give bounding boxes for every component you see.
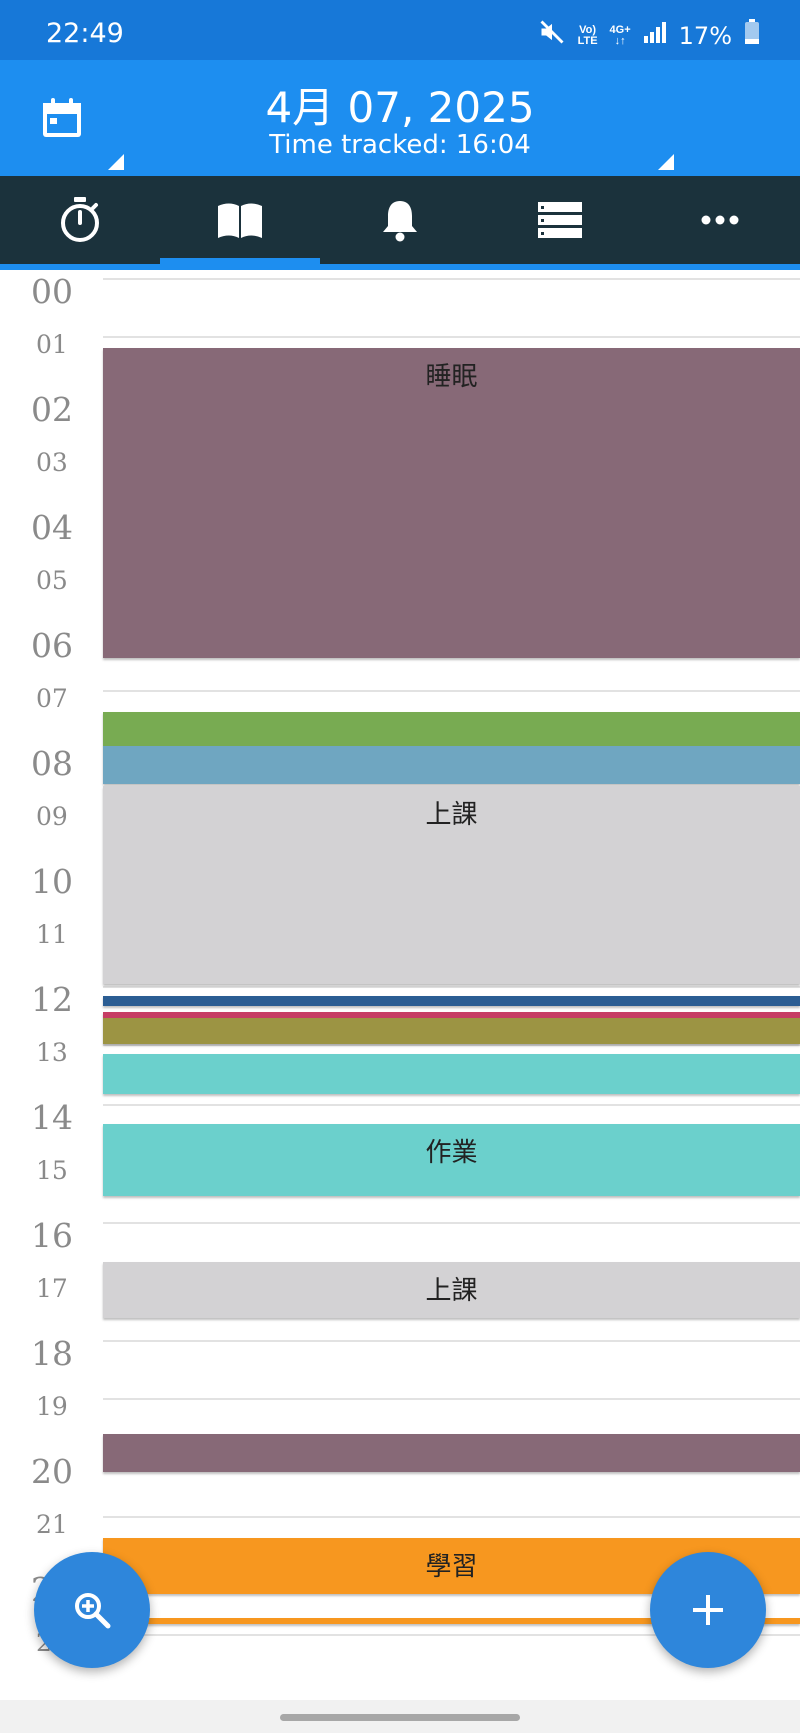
zoom-in-icon (75, 1593, 111, 1629)
status-icons: Vo) LTE 4G+ ↓↑ 17% (538, 18, 760, 53)
bell-icon (383, 201, 417, 242)
network-type: 4G+ ↓↑ (609, 23, 631, 47)
hour-label: 09 (36, 802, 68, 831)
hour-label: 03 (36, 448, 68, 477)
status-time: 22:49 (46, 18, 124, 49)
plus-icon (693, 1595, 723, 1625)
hour-label: 21 (36, 1510, 68, 1539)
gridline (103, 336, 800, 338)
tab-stopwatch[interactable] (0, 176, 160, 264)
signal-icon (643, 21, 667, 50)
status-bar: 22:49 Vo) LTE 4G+ ↓↑ 17% (0, 0, 800, 60)
battery-percent: 17% (678, 21, 732, 50)
activity-block[interactable]: 上課 (103, 1262, 800, 1318)
hour-label: 02 (31, 390, 73, 429)
activity-block[interactable] (103, 1018, 800, 1044)
hour-label: 10 (31, 862, 73, 901)
tab-list[interactable] (480, 176, 640, 264)
activity-block[interactable] (103, 712, 800, 746)
battery-icon (744, 19, 760, 52)
list-icon (538, 202, 582, 238)
gridline (103, 1516, 800, 1518)
gridline (103, 1634, 800, 1636)
book-icon (218, 203, 262, 238)
activity-block[interactable] (103, 1012, 800, 1018)
hour-label: 07 (36, 684, 68, 713)
activity-block[interactable]: 睡眠 (103, 348, 800, 658)
gridline (103, 1222, 800, 1224)
tab-bar (0, 176, 800, 264)
time-tracked: Time tracked: 16:04 (269, 130, 531, 160)
hour-label: 04 (31, 508, 73, 547)
volte-bottom: LTE (577, 34, 598, 47)
tab-bell[interactable] (320, 176, 480, 264)
activity-block[interactable] (103, 746, 800, 784)
stopwatch-icon (61, 197, 99, 242)
volte-top: Vo) (579, 23, 597, 36)
gridline (103, 1340, 800, 1342)
activity-block[interactable] (103, 1434, 800, 1472)
hour-label: 00 (31, 272, 73, 311)
current-date[interactable]: 4月 07, 2025 (265, 83, 535, 132)
app-header: 4月 07, 2025 Time tracked: 16:04 (0, 60, 800, 176)
activity-block[interactable]: 作業 (103, 1124, 800, 1196)
home-gesture-handle[interactable] (280, 1714, 520, 1721)
activity-label: 睡眠 (425, 362, 478, 392)
hour-label: 13 (36, 1038, 68, 1067)
activity-block[interactable] (103, 1618, 800, 1624)
gridline (103, 690, 800, 692)
volte-indicator: Vo) LTE (577, 23, 598, 47)
tab-more[interactable] (640, 176, 800, 264)
activity-label: 上課 (425, 800, 478, 830)
hour-label: 01 (36, 330, 68, 359)
hour-label: 19 (36, 1392, 68, 1421)
tab-bar-underline (0, 264, 800, 270)
hour-label: 11 (36, 920, 68, 949)
mute-icon (538, 18, 566, 53)
hour-label: 16 (31, 1216, 73, 1255)
hour-label: 15 (36, 1156, 68, 1185)
more-icon (701, 215, 739, 225)
gridline (103, 278, 800, 280)
data-arrows-icon: ↓↑ (614, 34, 626, 47)
zoom-button[interactable] (34, 1552, 150, 1668)
gridline (103, 986, 800, 988)
tab-book[interactable] (160, 176, 320, 264)
add-button[interactable] (650, 1552, 766, 1668)
activity-block[interactable] (103, 1054, 800, 1094)
activity-block[interactable]: 上課 (103, 786, 800, 984)
date-dropdown-indicator[interactable] (108, 154, 124, 170)
hour-label: 06 (31, 626, 73, 665)
activity-label: 上課 (425, 1276, 478, 1306)
tracked-dropdown-indicator[interactable] (658, 154, 674, 170)
day-timeline[interactable]: 00 01 02 03 04 05 06 07 08 09 10 11 12 1… (0, 270, 800, 1670)
hour-label: 20 (31, 1452, 73, 1491)
gridline (103, 1398, 800, 1400)
hour-label: 08 (31, 744, 73, 783)
hour-label: 05 (36, 566, 68, 595)
hour-label: 18 (31, 1334, 73, 1373)
gridline (103, 1044, 800, 1046)
hour-label: 12 (31, 980, 73, 1019)
activity-label: 學習 (425, 1552, 478, 1582)
hour-label: 14 (31, 1098, 73, 1137)
system-nav-bar (0, 1700, 800, 1733)
calendar-icon[interactable] (40, 96, 84, 140)
activity-label: 作業 (425, 1138, 478, 1168)
network-type-label: 4G+ (609, 23, 631, 36)
gridline (103, 1104, 800, 1106)
hour-label: 17 (36, 1274, 68, 1303)
activity-block[interactable] (103, 996, 800, 1006)
